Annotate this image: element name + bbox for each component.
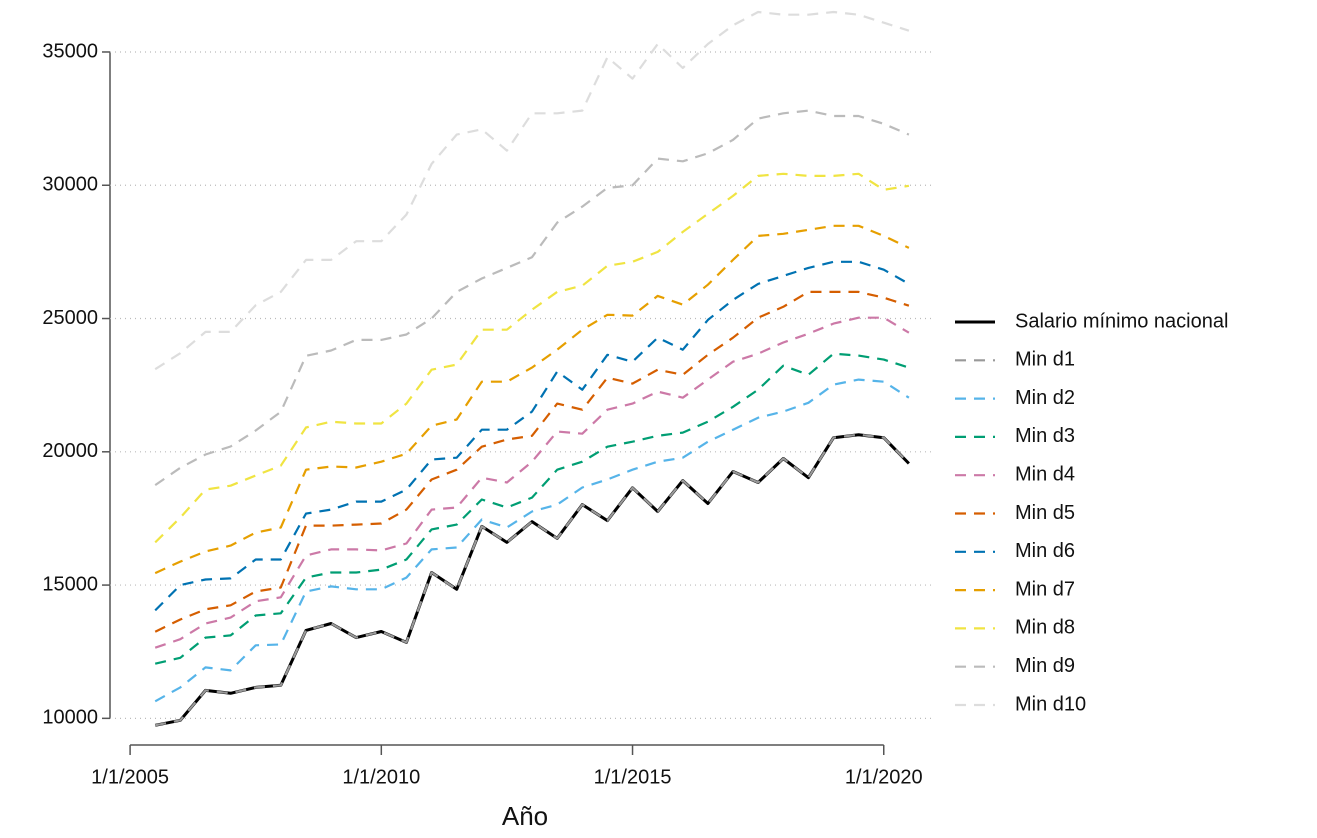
- legend-label: Min d3: [1015, 425, 1075, 447]
- x-tick-label: 1/1/2010: [342, 766, 420, 788]
- series-line: [154, 378, 910, 703]
- y-tick-label: 15000: [42, 573, 98, 595]
- y-tick-label: 20000: [42, 440, 98, 462]
- legend-label: Min d1: [1015, 349, 1075, 371]
- series-line: [154, 290, 910, 633]
- legend-label: Min d4: [1015, 463, 1075, 485]
- x-tick-label: 1/1/2020: [845, 766, 923, 788]
- legend-label: Min d9: [1015, 655, 1075, 677]
- legend-label: Min d10: [1015, 693, 1086, 715]
- series-line: [154, 109, 910, 487]
- legend-label: Min d7: [1015, 578, 1075, 600]
- x-axis-label: Año: [502, 801, 548, 831]
- y-tick-label: 10000: [42, 707, 98, 729]
- series-line: [154, 172, 910, 544]
- series-line: [154, 10, 910, 371]
- x-tick-label: 1/1/2005: [91, 766, 169, 788]
- x-tick-label: 1/1/2015: [594, 766, 672, 788]
- legend-label: Min d2: [1015, 387, 1075, 409]
- y-tick-label: 35000: [42, 40, 98, 62]
- legend-label: Min d5: [1015, 502, 1075, 524]
- series-line: [154, 224, 910, 575]
- series-line: [154, 433, 910, 727]
- series-line: [154, 352, 910, 665]
- legend-label: Min d8: [1015, 617, 1075, 639]
- series-line: [154, 433, 910, 727]
- legend-label: Min d6: [1015, 540, 1075, 562]
- legend-label: Salario mínimo nacional: [1015, 310, 1228, 332]
- series-line: [154, 260, 910, 612]
- y-tick-label: 25000: [42, 307, 98, 329]
- y-tick-label: 30000: [42, 174, 98, 196]
- series-line: [154, 316, 910, 649]
